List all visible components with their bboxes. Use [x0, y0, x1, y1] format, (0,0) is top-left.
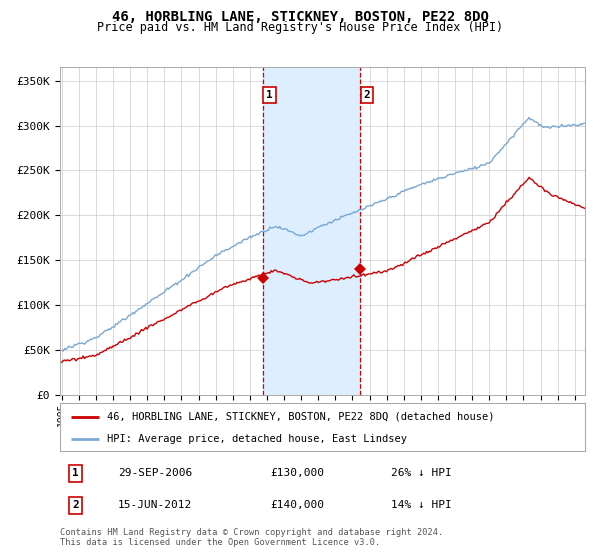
Text: 26% ↓ HPI: 26% ↓ HPI: [391, 468, 452, 478]
Text: 2: 2: [364, 90, 370, 100]
Text: £140,000: £140,000: [270, 501, 324, 511]
Text: Price paid vs. HM Land Registry's House Price Index (HPI): Price paid vs. HM Land Registry's House …: [97, 21, 503, 34]
Text: 2: 2: [73, 501, 79, 511]
Text: £130,000: £130,000: [270, 468, 324, 478]
Text: 1: 1: [266, 90, 273, 100]
Text: 29-SEP-2006: 29-SEP-2006: [118, 468, 192, 478]
Text: 46, HORBLING LANE, STICKNEY, BOSTON, PE22 8DQ (detached house): 46, HORBLING LANE, STICKNEY, BOSTON, PE2…: [107, 412, 495, 422]
Text: 14% ↓ HPI: 14% ↓ HPI: [391, 501, 452, 511]
Text: 15-JUN-2012: 15-JUN-2012: [118, 501, 192, 511]
Text: 46, HORBLING LANE, STICKNEY, BOSTON, PE22 8DQ: 46, HORBLING LANE, STICKNEY, BOSTON, PE2…: [112, 10, 488, 24]
Bar: [263, 67, 360, 395]
Text: Contains HM Land Registry data © Crown copyright and database right 2024.
This d: Contains HM Land Registry data © Crown c…: [60, 528, 443, 547]
Text: HPI: Average price, detached house, East Lindsey: HPI: Average price, detached house, East…: [107, 434, 407, 444]
Text: 1: 1: [73, 468, 79, 478]
